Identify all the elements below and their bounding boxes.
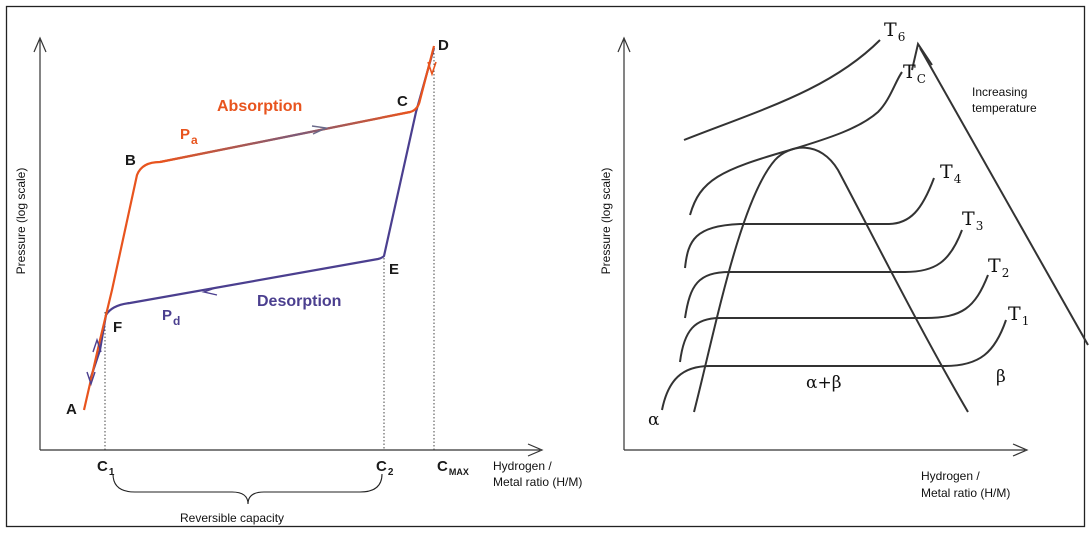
isotherm-t3 [684,229,963,319]
absorption-arrow [311,125,329,135]
increasing-temperature-arrow [919,47,1089,346]
reversible-capacity-label: Reversible capacity [180,511,284,525]
increasing-temperature-arrowhead [911,41,933,71]
right-x-axis-label-2: Metal ratio (H/M) [921,486,1010,500]
absorption-label: Absorption [217,98,302,115]
right-x-axis-arrow [1012,443,1029,457]
desorption-arrow [201,286,219,296]
point-b-label: B [125,152,136,169]
alpha-beta-label: α+β [806,373,842,393]
isotherm-t2 [679,274,989,363]
increasing-temperature-label: Increasing [972,85,1027,99]
alpha-label: α [648,410,660,430]
c1-label: C1 [97,458,115,478]
left-y-axis-arrow [33,36,47,53]
beta-label: β [996,367,1006,387]
t4-label: T4 [940,161,962,186]
point-c-label: C [397,93,408,110]
point-e-label: E [389,261,399,278]
right-y-axis-label: Pressure (log scale) [599,168,613,275]
tc-label: TC [903,61,926,86]
right-panel: Increasing temperature T6 TC T4 T3 T2 T1… [599,19,1089,500]
c2-label: C2 [376,458,394,478]
isotherm-t4 [684,177,935,269]
right-x-axis-label: Hydrogen / [921,469,980,483]
pd-label: Pd [162,307,180,328]
reversible-capacity-brace [112,473,383,505]
a-down-arrow [86,371,96,387]
t6-label: T6 [884,19,905,44]
left-x-axis-label: Hydrogen / [493,459,552,473]
t1-label: T1 [1008,303,1029,328]
increasing-temperature-label-2: temperature [972,101,1037,115]
absorption-curve [82,45,436,411]
point-a-label: A [66,401,77,418]
isotherm-tc [689,71,903,216]
right-y-axis-arrow [617,36,631,53]
cmax-label: CMAX [437,458,469,477]
two-phase-dome [693,146,969,413]
isotherm-t1 [661,319,1007,411]
pa-label: Pa [180,126,198,147]
absorption-plateau-tint [159,110,411,164]
t2-label: T2 [988,255,1009,280]
point-d-label: D [438,37,449,54]
left-x-axis-arrow [527,443,544,457]
left-panel: A B C D E F Absorption Desorption Pa Pd … [14,36,582,525]
left-x-axis-label-2: Metal ratio (H/M) [493,475,582,489]
d-arrow [427,61,437,77]
a-up-arrow [92,337,102,353]
figure-frame [5,5,1086,528]
desorption-curve [88,47,436,381]
desorption-label: Desorption [257,293,341,310]
t3-label: T3 [962,208,983,233]
point-f-label: F [113,319,122,336]
isotherm-t6 [683,39,881,141]
left-y-axis-label: Pressure (log scale) [14,168,28,275]
